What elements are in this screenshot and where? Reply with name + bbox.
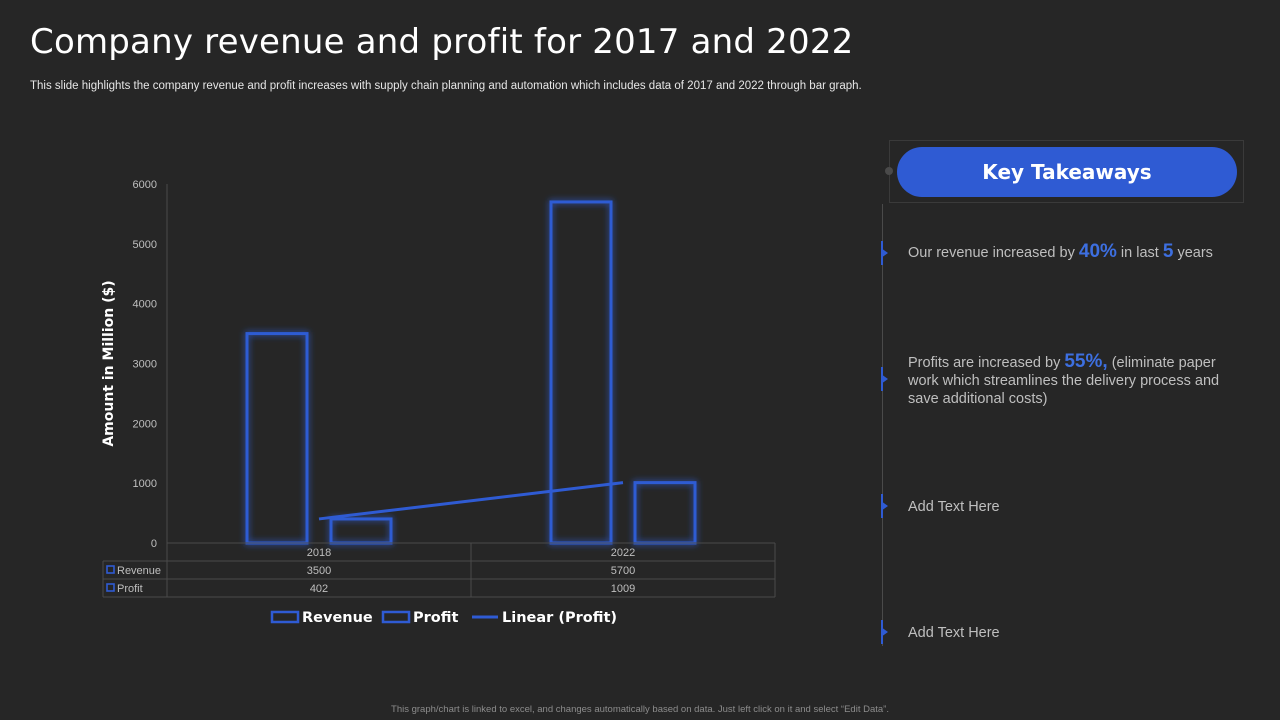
legend-label[interactable]: Revenue (302, 610, 373, 626)
y-tick-label: 6000 (133, 179, 157, 191)
takeaway-profit: Profits are increased by 55%, (eliminate… (908, 351, 1238, 408)
bar-revenue-2018[interactable] (245, 332, 309, 545)
takeaway-highlight: 40% (1078, 241, 1117, 262)
key-takeaways-heading: Key Takeaways (897, 147, 1237, 197)
y-tick-label: 2000 (133, 418, 157, 430)
y-tick-label: 5000 (133, 239, 157, 251)
takeaway-text: in last (1116, 245, 1163, 261)
y-tick-label: 3000 (133, 359, 157, 371)
trendline-linear-profit (318, 481, 624, 521)
table-value: 1009 (611, 583, 635, 595)
table-row-label: Profit (117, 583, 143, 595)
table-row-label: Revenue (117, 565, 161, 577)
takeaway-placeholder[interactable]: Add Text Here (908, 625, 1000, 641)
bar-profit-2018[interactable] (329, 517, 393, 545)
table-legend-key (106, 583, 115, 592)
timeline-marker-icon (879, 241, 888, 265)
table-value: 3500 (307, 565, 331, 577)
page-title: Company revenue and profit for 2017 and … (30, 22, 854, 62)
bar-revenue-2022[interactable] (549, 200, 613, 545)
legend-swatch (381, 610, 411, 624)
x-tick-label: 2022 (611, 547, 635, 559)
table-legend-key (106, 565, 115, 574)
takeaways-timeline (882, 204, 883, 646)
takeaway-placeholder[interactable]: Add Text Here (908, 499, 1000, 515)
y-tick-label: 1000 (133, 478, 157, 490)
table-value: 5700 (611, 565, 635, 577)
revenue-profit-chart[interactable]: 0 1000 2000 3000 4000 5000 6000 Amount in Milli… (0, 0, 860, 660)
takeaway-text: Our revenue increased by (908, 245, 1079, 261)
x-tick-label: 2018 (307, 547, 331, 559)
y-axis-title: Amount in Million ($) (101, 280, 117, 446)
takeaway-text: Profits are increased by (908, 355, 1065, 371)
legend-label[interactable]: Profit (413, 610, 458, 626)
legend-label[interactable]: Linear (Profit) (502, 610, 617, 626)
timeline-marker-icon (879, 367, 888, 391)
legend-swatch (270, 610, 300, 624)
timeline-marker-icon (879, 494, 888, 518)
table-value: 402 (310, 583, 328, 595)
timeline-marker-icon (879, 620, 888, 644)
takeaway-text: (eliminate paper work which streamlines … (908, 355, 1220, 407)
y-tick-label: 0 (151, 538, 157, 550)
takeaway-text: years (1173, 245, 1213, 261)
bar-profit-2022[interactable] (633, 481, 697, 545)
page-subtitle: This slide highlights the company revenu… (30, 80, 862, 92)
footer-note: This graph/chart is linked to excel, and… (391, 704, 889, 715)
takeaways-connector-dot (885, 167, 893, 175)
y-tick-label: 4000 (133, 299, 157, 311)
takeaway-revenue: Our revenue increased by 40% in last 5 y… (908, 241, 1238, 262)
takeaway-highlight: 55%, (1064, 351, 1108, 372)
takeaway-highlight: 5 (1162, 241, 1174, 262)
